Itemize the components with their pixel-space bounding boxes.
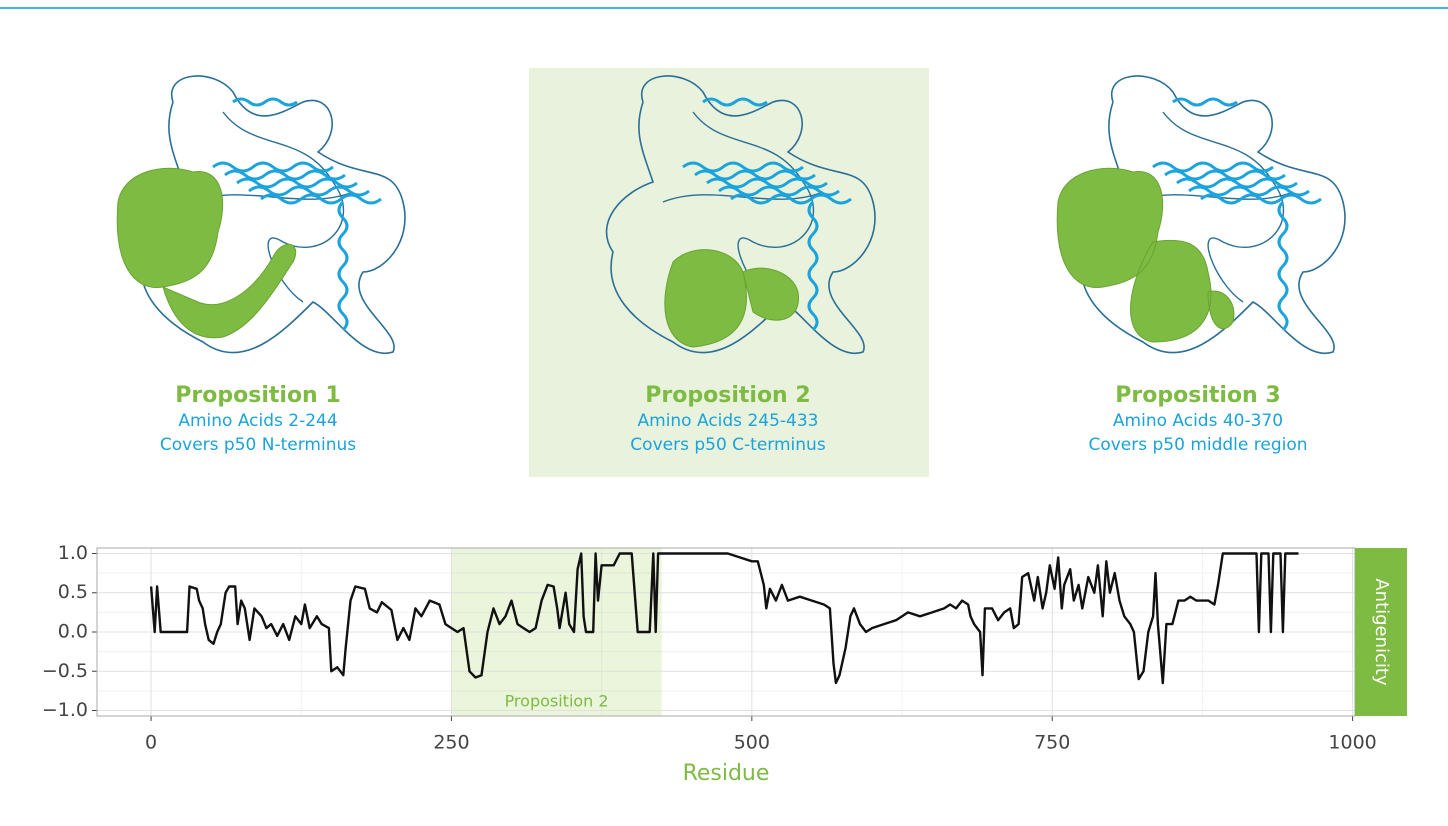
proposition-title: Proposition 1 (175, 383, 340, 408)
helix (730, 193, 852, 205)
proposition-detail: Amino Acids 2-244 (178, 411, 337, 431)
x-tick-label: 750 (1034, 732, 1070, 754)
helix (682, 161, 804, 173)
proposition-detail: Covers p50 middle region (1088, 435, 1307, 455)
y-tick-label: 0.5 (58, 581, 88, 603)
helix (1188, 185, 1310, 197)
x-tick-label: 1000 (1328, 732, 1376, 754)
helix (337, 200, 349, 332)
strip (1355, 548, 1407, 716)
highlight-label: Proposition 2 (505, 692, 609, 711)
helix (1200, 193, 1322, 205)
protein-structure (1056, 75, 1346, 355)
surface (664, 249, 799, 348)
proposition-detail: Amino Acids 245-433 (638, 411, 819, 431)
helix (807, 200, 819, 332)
helix (224, 169, 346, 181)
proposition-detail: Covers p50 N-terminus (160, 435, 356, 455)
helix (212, 161, 334, 173)
proposition-title: Proposition 2 (645, 383, 810, 408)
x-tick-label: 500 (734, 732, 770, 754)
helix (260, 193, 382, 205)
helix (236, 177, 358, 189)
proposition-title: Proposition 3 (1115, 383, 1280, 408)
protein-structure (116, 75, 406, 355)
y-tick-label: −1.0 (42, 699, 88, 721)
proposition-detail: Amino Acids 40-370 (1113, 411, 1283, 431)
surface (116, 167, 297, 339)
helix (718, 185, 840, 197)
y-tick-label: −0.5 (42, 660, 88, 682)
y-tick-label: 0.0 (58, 621, 88, 643)
coil (605, 75, 876, 355)
helix (706, 177, 828, 189)
helix (694, 169, 816, 181)
helix (1152, 161, 1274, 173)
y-tick-label: 1.0 (58, 542, 88, 564)
antigenicity-line (149, 552, 1299, 685)
protein-structure (605, 75, 876, 355)
surface (1056, 167, 1235, 343)
helix (1176, 177, 1298, 189)
helix (1164, 169, 1286, 181)
x-tick-label: 250 (433, 732, 469, 754)
x-axis-label: Residue (683, 761, 770, 786)
helix (702, 97, 768, 107)
helix (232, 97, 298, 107)
strip-label: Antigenicity (1371, 578, 1392, 686)
coil (662, 111, 824, 303)
x-tick-label: 0 (145, 732, 157, 754)
helix (1277, 200, 1289, 332)
helix (248, 185, 370, 197)
helix (1172, 97, 1238, 107)
proposition-detail: Covers p50 C-terminus (630, 435, 826, 455)
